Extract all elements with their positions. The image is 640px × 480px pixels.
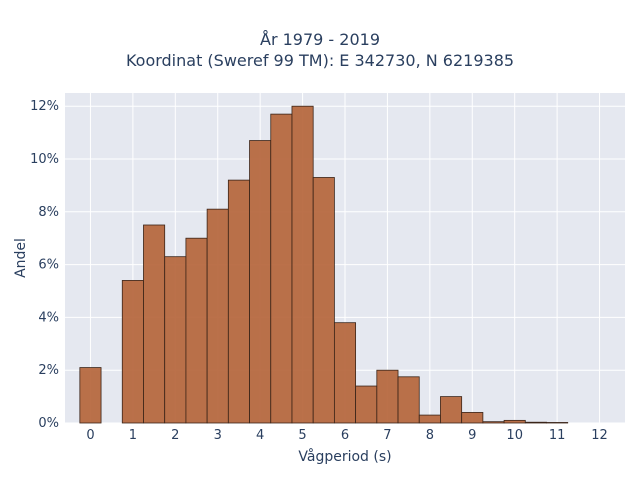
histogram-bar — [143, 224, 166, 424]
histogram-bar — [333, 322, 357, 424]
histogram-bar — [482, 421, 505, 424]
x-tick-label: 1 — [129, 428, 137, 443]
histogram-bar — [312, 177, 335, 424]
histogram-bar — [206, 208, 229, 424]
x-tick-label: 9 — [468, 428, 476, 443]
x-tick-label: 2 — [171, 428, 179, 443]
histogram-bar — [376, 369, 399, 424]
x-tick-label: 0 — [86, 428, 94, 443]
y-axis-label: Andel — [13, 238, 29, 278]
x-tick-label: 11 — [549, 428, 566, 443]
histogram-bar — [249, 140, 272, 424]
y-tick-labels: 0% 2% 4% 6% 8% 10% 12% — [30, 99, 59, 431]
histogram-bar — [440, 396, 463, 424]
y-tick-label: 4% — [38, 310, 59, 325]
histogram-bar — [121, 280, 144, 424]
histogram-bar — [291, 105, 314, 424]
histogram-bar — [503, 419, 526, 424]
histogram-bar — [524, 421, 547, 424]
y-tick-label: 2% — [38, 363, 59, 378]
histogram-bar — [79, 367, 102, 424]
x-tick-label: 3 — [214, 428, 222, 443]
y-tick-label: 12% — [30, 99, 59, 114]
histogram-bar — [355, 385, 378, 424]
x-tick-labels: 0 1 2 3 4 5 6 7 8 9 10 11 12 — [86, 428, 608, 443]
histogram-bar — [164, 256, 187, 424]
x-tick-label: 10 — [506, 428, 523, 443]
histogram-bar — [546, 422, 569, 424]
y-tick-label: 8% — [38, 205, 59, 220]
x-tick-label: 6 — [341, 428, 349, 443]
histogram-bar — [461, 412, 484, 424]
histogram-bar — [270, 113, 293, 424]
x-tick-label: 4 — [256, 428, 264, 443]
histogram-bar — [397, 376, 420, 424]
x-tick-label: 8 — [426, 428, 434, 443]
x-tick-label: 12 — [591, 428, 608, 443]
x-tick-label: 5 — [298, 428, 306, 443]
x-axis-label: Vågperiod (s) — [298, 448, 391, 465]
histogram-bar — [418, 414, 441, 424]
chart-title-line-1: År 1979 - 2019 — [260, 30, 380, 49]
y-tick-label: 6% — [38, 258, 59, 273]
histogram-bar — [185, 237, 208, 424]
chart-title-line-2: Koordinat (Sweref 99 TM): E 342730, N 62… — [125, 51, 515, 70]
x-tick-label: 7 — [383, 428, 391, 443]
histogram-bar — [227, 179, 250, 424]
y-tick-label: 0% — [38, 416, 59, 431]
y-tick-label: 10% — [30, 152, 59, 167]
bars — [79, 105, 569, 424]
